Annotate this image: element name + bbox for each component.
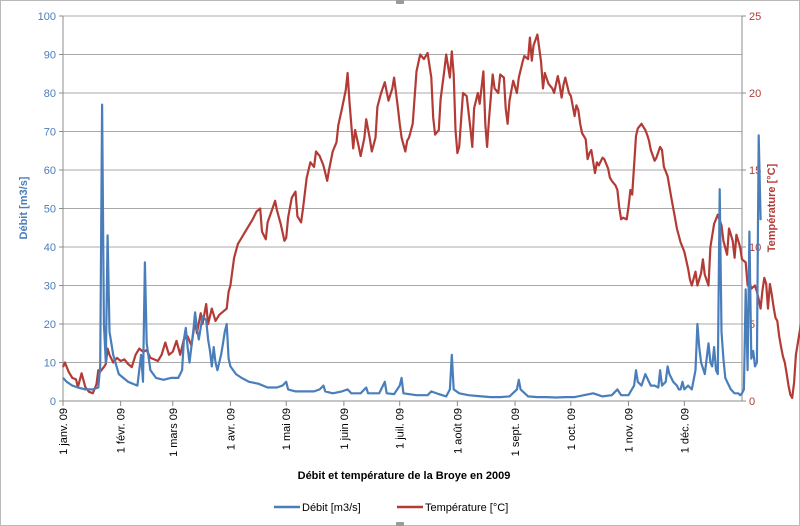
x-tick-label: 1 mars 09: [168, 408, 180, 457]
y-left-tick-label: 80: [44, 88, 56, 100]
y-left-tick-label: 70: [44, 127, 56, 139]
y-right-tick-label: 25: [749, 11, 761, 23]
legend-label-temperature: Température [°C]: [425, 502, 508, 514]
plot-lines: [61, 33, 800, 399]
y-left-tick-label: 40: [44, 242, 56, 254]
y-right-tick-label: 10: [749, 242, 761, 254]
y-left-tick-label: 60: [44, 165, 56, 177]
x-tick-label: 1 févr. 09: [116, 408, 128, 453]
y-axis-left-title: Débit [m3/s]: [18, 176, 30, 239]
y-left-tick-label: 20: [44, 319, 56, 331]
x-axis-title: Débit et température de la Broye en 2009: [298, 470, 511, 482]
y-left-tick-label: 30: [44, 281, 56, 293]
x-tick-label: 1 déc. 09: [679, 408, 691, 453]
y-axis-left: 0 10 20 30 40 50 60 70 80 90 100: [38, 11, 64, 408]
y-right-tick-label: 5: [749, 319, 755, 331]
y-left-tick-label: 50: [44, 204, 56, 216]
y-right-tick-label: 20: [749, 88, 761, 100]
series-line-debit: [62, 103, 762, 399]
x-axis: 1 janv. 09 1 févr. 09 1 mars 09 1 avr. 09 1 …: [58, 400, 742, 457]
x-tick-label: 1 juin 09: [339, 408, 351, 450]
x-tick-label: 1 avr. 09: [225, 408, 237, 450]
x-tick-label: 1 sept. 09: [510, 408, 522, 456]
x-tick-label: 1 août 09: [452, 408, 464, 454]
y-left-tick-label: 10: [44, 358, 56, 370]
legend: Débit [m3/s] Température [°C]: [274, 502, 508, 514]
y-axis-right-title: Température [°C]: [766, 163, 778, 252]
y-right-tick-label: 0: [749, 396, 755, 408]
x-tick-label: 1 mai 09: [281, 408, 293, 450]
x-tick-label: 1 nov. 09: [624, 408, 636, 452]
y-left-tick-label: 0: [50, 396, 56, 408]
y-left-tick-label: 100: [38, 11, 56, 23]
x-tick-label: 1 oct. 09: [566, 408, 578, 450]
resize-handle-top[interactable]: [396, 0, 404, 4]
x-tick-label: 1 janv. 09: [58, 408, 70, 455]
x-tick-label: 1 juil. 09: [395, 408, 407, 449]
series-line-temperature: [61, 33, 800, 399]
gridlines: [63, 15, 742, 363]
resize-handle-bottom[interactable]: [396, 522, 404, 526]
legend-label-debit: Débit [m3/s]: [302, 502, 361, 514]
y-left-tick-label: 90: [44, 50, 56, 62]
